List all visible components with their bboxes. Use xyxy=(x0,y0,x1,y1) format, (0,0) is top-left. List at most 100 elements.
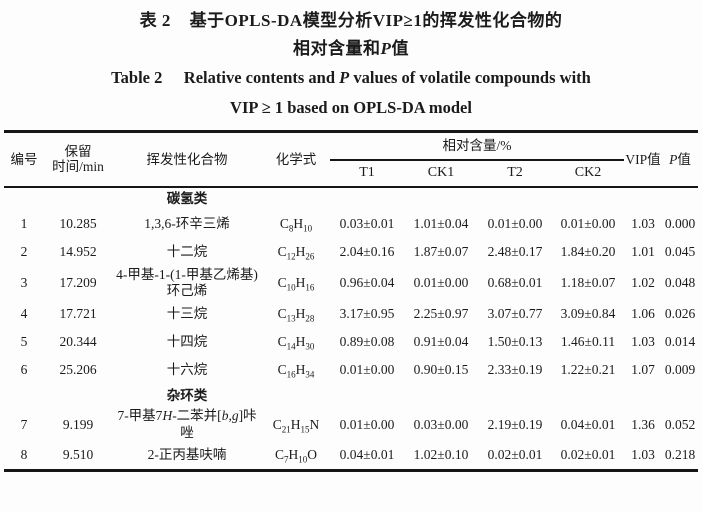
value-t1: 0.01±0.00 xyxy=(339,361,395,377)
empty-cell xyxy=(404,384,478,408)
p-value: 0.026 xyxy=(664,305,696,321)
category-label: 杂环类 xyxy=(166,387,208,403)
compound-name: 2-正丙基呋喃 xyxy=(147,446,227,462)
value-t2: 3.07±0.77 xyxy=(487,305,543,321)
value-t2: 0.68±0.01 xyxy=(487,274,543,290)
value-t1: 0.96±0.04 xyxy=(339,274,395,290)
value-ck1: 0.91±0.04 xyxy=(413,333,469,349)
vip-value: 1.36 xyxy=(631,416,655,432)
table-row: 8 9.510 2-正丙基呋喃 C7H10O 0.04±0.01 1.02±0.10 0.0… xyxy=(4,442,698,470)
col-header-formula: 化学式 xyxy=(262,131,330,188)
empty-cell xyxy=(662,187,698,211)
p-value: 0.014 xyxy=(664,333,696,349)
p-value: 0.048 xyxy=(664,274,696,290)
p-value: 0.000 xyxy=(664,216,696,232)
table-row: 4 17.721 十三烷 C13H28 3.17±0.95 2.25±0.97 3.07±0… xyxy=(4,300,698,328)
chemical-formula: C8H10 xyxy=(279,216,313,234)
empty-cell xyxy=(44,187,112,211)
p-value: 0.009 xyxy=(664,361,696,377)
col-header-relative-content: 相对含量/% xyxy=(330,131,624,161)
value-ck1: 0.01±0.00 xyxy=(413,274,469,290)
row-number: 2 xyxy=(20,244,28,260)
table-header: 编号 保留 时间/min 挥发性化合物 化学式 相对含量/% VIP值 P值 T1… xyxy=(4,131,698,188)
table-body: 碳氢类 1 10.285 1,3,6-环辛三烯 C8H10 0.03±0.01 1.01±0… xyxy=(4,187,698,471)
value-t1: 0.89±0.08 xyxy=(339,333,395,349)
empty-cell xyxy=(624,187,662,211)
value-ck1: 1.02±0.10 xyxy=(413,446,469,462)
table-row: 3 17.209 4-甲基-1-(1-甲基乙烯基) 环己烯 C10H16 0.96±0.0… xyxy=(4,267,698,301)
chemical-formula: C14H30 xyxy=(277,333,315,352)
value-ck2: 0.02±0.01 xyxy=(560,446,616,462)
chemical-formula: C16H34 xyxy=(277,361,315,380)
empty-cell xyxy=(262,187,330,211)
col-header-retention-time: 保留 时间/min xyxy=(44,131,112,188)
empty-cell xyxy=(552,384,624,408)
category-label: 碳氢类 xyxy=(166,190,208,206)
row-number: 3 xyxy=(20,274,28,290)
empty-cell xyxy=(478,187,552,211)
retention-time: 9.199 xyxy=(62,416,94,432)
vip-value: 1.03 xyxy=(631,446,655,462)
value-t1: 0.03±0.01 xyxy=(339,216,395,232)
col-header-number: 编号 xyxy=(4,131,44,188)
vip-value: 1.06 xyxy=(631,305,655,321)
retention-time: 14.952 xyxy=(59,244,97,260)
vip-value: 1.03 xyxy=(631,216,655,232)
compound-name: 4-甲基-1-(1-甲基乙烯基) 环己烯 xyxy=(116,266,258,299)
empty-cell xyxy=(624,384,662,408)
vip-value: 1.03 xyxy=(631,333,655,349)
col-header-ck1: CK1 xyxy=(404,159,478,188)
caption-zh-line2: 相对含量和P值 xyxy=(293,39,409,58)
caption-en-line2: VIP ≥ 1 based on OPLS-DA model xyxy=(230,98,472,117)
empty-cell xyxy=(478,384,552,408)
vip-value: 1.01 xyxy=(631,244,655,260)
empty-cell xyxy=(4,187,44,211)
retention-header-line2: 时间/min xyxy=(52,159,104,175)
col-header-t2: T2 xyxy=(478,159,552,188)
empty-cell xyxy=(4,384,44,408)
compound-name: 十六烷 xyxy=(166,361,208,377)
empty-cell xyxy=(404,187,478,211)
empty-cell xyxy=(662,384,698,408)
value-ck2: 3.09±0.84 xyxy=(560,305,616,321)
row-number: 5 xyxy=(20,333,28,349)
compounds-table: 编号 保留 时间/min 挥发性化合物 化学式 相对含量/% VIP值 P值 T1… xyxy=(4,130,698,472)
compound-name: 7-甲基7H-二苯并[b,g]咔唑 xyxy=(117,408,257,441)
value-t2: 0.01±0.00 xyxy=(487,216,543,232)
chemical-formula: C7H10O xyxy=(274,446,317,465)
row-number: 7 xyxy=(20,416,28,432)
empty-cell xyxy=(330,187,404,211)
vip-value: 1.07 xyxy=(631,361,655,377)
value-ck1: 0.03±0.00 xyxy=(413,416,469,432)
value-t1: 0.04±0.01 xyxy=(339,446,395,462)
value-t2: 2.19±0.19 xyxy=(487,416,543,432)
chemical-formula: C12H26 xyxy=(277,244,315,262)
value-ck2: 1.22±0.21 xyxy=(560,361,616,377)
chemical-formula: C21H15N xyxy=(272,416,320,435)
row-number: 6 xyxy=(20,361,28,377)
col-header-ck2: CK2 xyxy=(552,159,624,188)
table-row: 1 10.285 1,3,6-环辛三烯 C8H10 0.03±0.01 1.01±0.04… xyxy=(4,211,698,239)
chemical-formula: C13H28 xyxy=(277,305,315,324)
empty-cell xyxy=(552,187,624,211)
row-number: 4 xyxy=(20,305,28,321)
value-t2: 2.33±0.19 xyxy=(487,361,543,377)
value-ck2: 1.46±0.11 xyxy=(560,333,616,349)
retention-time: 9.510 xyxy=(62,446,94,462)
compound-name: 十二烷 xyxy=(166,244,208,260)
value-ck1: 0.90±0.15 xyxy=(413,361,469,377)
category-row: 杂环类 xyxy=(4,384,698,408)
p-value: 0.045 xyxy=(664,244,696,260)
compound-name: 十三烷 xyxy=(166,305,208,321)
table-row: 6 25.206 十六烷 C16H34 0.01±0.00 0.90±0.15 2.33±0… xyxy=(4,356,698,384)
retention-time: 20.344 xyxy=(59,333,97,349)
retention-header-line1: 保留 xyxy=(64,144,92,160)
value-ck1: 1.87±0.07 xyxy=(413,244,469,260)
caption-en-line1: Table 2 Relative contents and P values of… xyxy=(111,68,591,87)
retention-time: 25.206 xyxy=(59,361,97,377)
empty-cell xyxy=(44,384,112,408)
col-header-p: P值 xyxy=(662,131,698,188)
col-header-vip: VIP值 xyxy=(624,131,662,188)
vip-value: 1.02 xyxy=(631,274,655,290)
